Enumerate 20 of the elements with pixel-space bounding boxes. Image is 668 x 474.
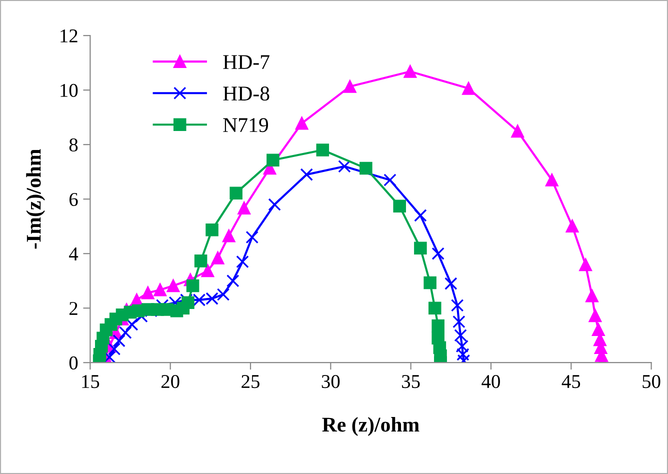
y-tick-label: 0 — [69, 356, 78, 370]
y-tick-label: 8 — [69, 138, 78, 152]
legend-label: N719 — [223, 118, 268, 132]
x-tick-label: 20 — [161, 374, 180, 388]
y-axis-title: -Im(z)/ohm — [26, 149, 46, 249]
x-tick-label: 30 — [322, 374, 340, 388]
x-tick-label: 45 — [562, 375, 580, 388]
y-tick-label: 12 — [60, 29, 78, 42]
y-tick-label: 4 — [69, 248, 78, 260]
legend-label: HD-8 — [223, 86, 270, 101]
y-tick-label: 6 — [69, 192, 78, 206]
legend-label: HD-7 — [223, 55, 270, 69]
x-tick-label: 15 — [82, 375, 100, 388]
x-tick-label: 50 — [642, 374, 660, 388]
x-tick-label: 25 — [242, 375, 260, 388]
y-tick-label: 10 — [60, 84, 78, 97]
x-tick-label: 35 — [402, 375, 420, 388]
x-tick-label: 40 — [482, 374, 500, 388]
y-tick-label: 2 — [70, 302, 78, 315]
x-axis-title: Re (z)/ohm — [322, 417, 420, 436]
